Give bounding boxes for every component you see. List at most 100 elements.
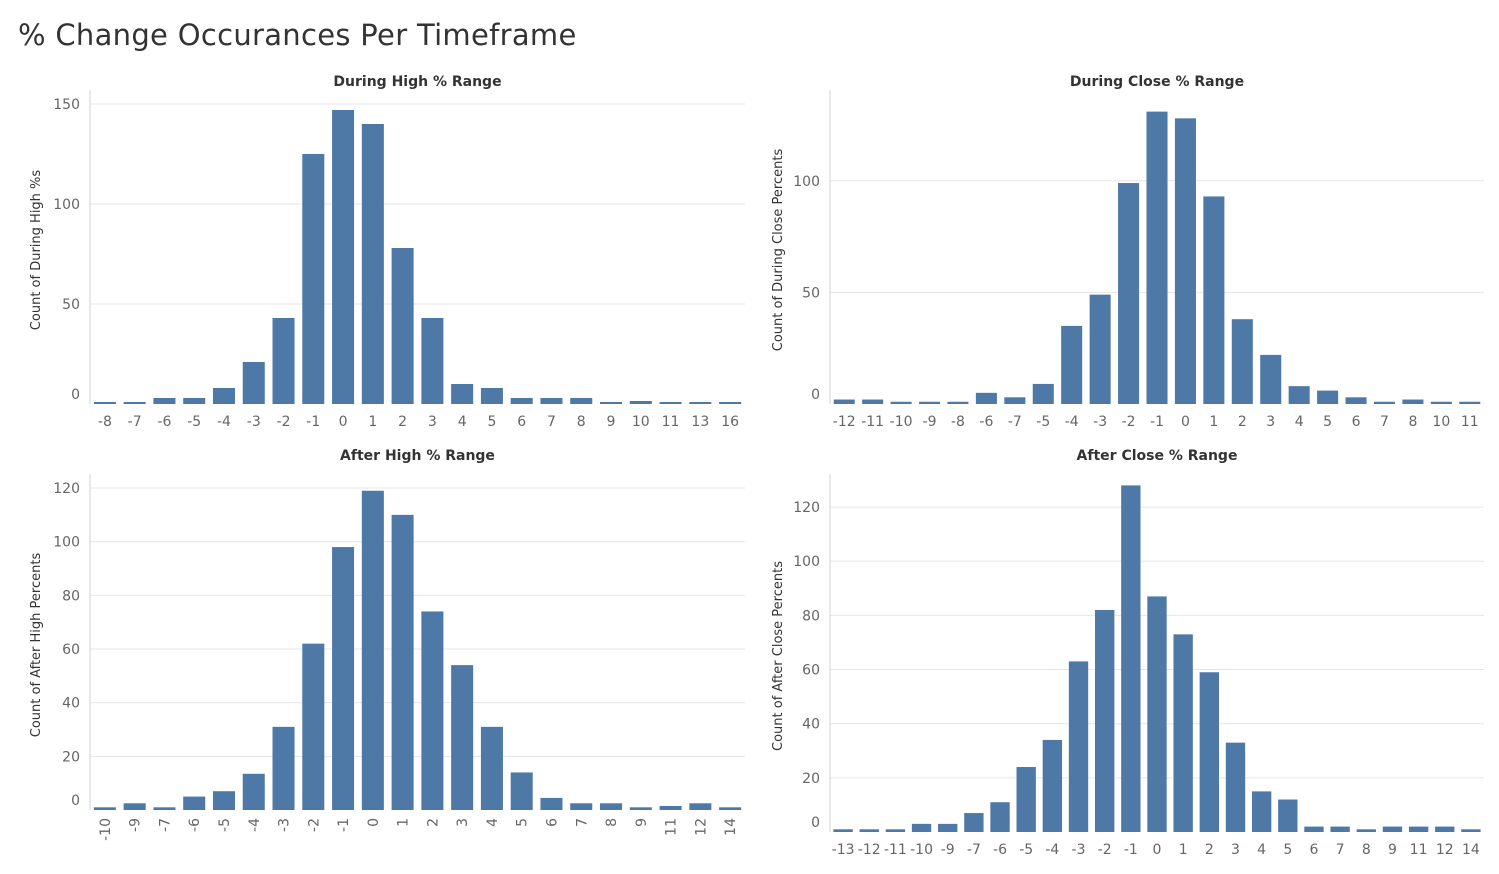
bar [659,402,682,404]
bar [1345,397,1367,404]
x-tick-label: 8 [577,414,586,430]
x-tick-label: 16 [721,414,739,430]
bar [1435,826,1455,832]
bar [1068,661,1089,832]
bar [1225,742,1246,832]
bar [1174,118,1196,404]
y-tick-label: 20 [62,749,80,765]
x-tick-label: 9 [607,414,616,430]
bar [480,726,503,810]
x-tick-label: 9 [634,818,650,827]
x-tick-label: -8 [98,414,112,430]
x-tick-label: 6 [544,818,560,827]
x-tick-label: 7 [1380,414,1389,430]
y-tick-label: 120 [53,481,80,497]
y-tick-label: 100 [53,535,80,551]
x-tick-label: 5 [1283,842,1292,858]
y-axis-label: Count of During Close Percents [771,149,786,352]
bar [212,388,235,404]
bar [451,665,474,810]
x-tick-label: -9 [923,414,937,430]
bar [964,813,984,832]
y-tick-label: 100 [793,554,820,570]
bar [510,398,533,404]
x-tick-label: -9 [941,842,955,858]
x-tick-label: 12 [693,818,709,836]
x-tick-label: 6 [517,414,526,430]
bar [1147,596,1167,832]
bar [570,803,593,810]
x-tick-label: -1 [336,818,352,832]
x-tick-label: 3 [428,414,437,430]
bar [1461,829,1481,832]
bar [332,110,355,404]
y-tick-label: 100 [793,174,820,190]
x-tick-label: -1 [306,414,320,430]
x-tick-label: 0 [339,414,348,430]
x-tick-label: -12 [858,842,881,858]
x-tick-label: 5 [487,414,496,430]
x-tick-label: 0 [366,818,382,827]
bar [600,803,623,810]
x-tick-label: -6 [979,414,993,430]
x-tick-label: -2 [306,818,322,832]
x-tick-label: -13 [832,842,855,858]
x-tick-label: 7 [1336,842,1345,858]
bar [1042,739,1063,832]
y-tick-label: 20 [802,771,820,787]
x-tick-label: -5 [1036,414,1050,430]
x-tick-label: -2 [277,414,291,430]
bar [123,803,146,810]
x-tick-label: -1 [1150,414,1164,430]
x-tick-label: -5 [217,818,233,832]
bar [911,823,932,832]
bar [123,402,146,404]
bar [570,398,593,404]
bar [947,401,969,404]
y-tick-label: 100 [53,197,80,213]
bar [719,402,742,404]
x-tick-label: -8 [951,414,965,430]
bar [272,726,295,810]
x-tick-label: 5 [515,818,531,827]
x-tick-label: -3 [1093,414,1107,430]
x-tick-label: -7 [1008,414,1022,430]
y-tick-label: 0 [71,387,80,403]
x-tick-label: 12 [1436,842,1454,858]
x-tick-label: 11 [1461,414,1479,430]
chart-svg: After High % Range Count of After High Pe… [29,448,745,841]
bar [183,398,206,404]
bar [1061,325,1083,404]
bar [540,797,563,810]
bar [1288,386,1310,404]
bar [391,248,414,404]
x-tick-label: 2 [398,414,407,430]
x-tick-label: 10 [1432,414,1450,430]
bar [885,829,906,832]
x-tick-label: 1 [396,818,412,827]
bar [862,399,884,404]
x-tick-label: -10 [98,818,114,841]
x-tick-label: 11 [662,414,680,430]
x-tick-label: -5 [187,414,201,430]
bar [1459,401,1481,404]
y-tick-label: 50 [802,285,820,301]
chart-svg: During Close % Range Count of During Clos… [771,74,1484,430]
bar [242,362,265,404]
x-tick-label: 2 [1238,414,1247,430]
chart-title: During Close % Range [1070,74,1244,90]
bar [510,772,533,810]
chart-after-high: After High % Range Count of After High Pe… [0,440,760,850]
x-tick-label: 8 [1362,842,1371,858]
bar [1408,826,1429,832]
bar [1199,672,1219,832]
x-tick-label: -9 [128,818,144,832]
y-tick-label: 80 [62,588,80,604]
chart-title: After Close % Range [1077,448,1238,464]
y-tick-label: 120 [793,500,820,516]
bar [421,611,444,810]
bar [1373,401,1395,404]
x-tick-label: 1 [368,414,377,430]
x-tick-label: 14 [723,818,739,836]
bar [1173,634,1193,832]
